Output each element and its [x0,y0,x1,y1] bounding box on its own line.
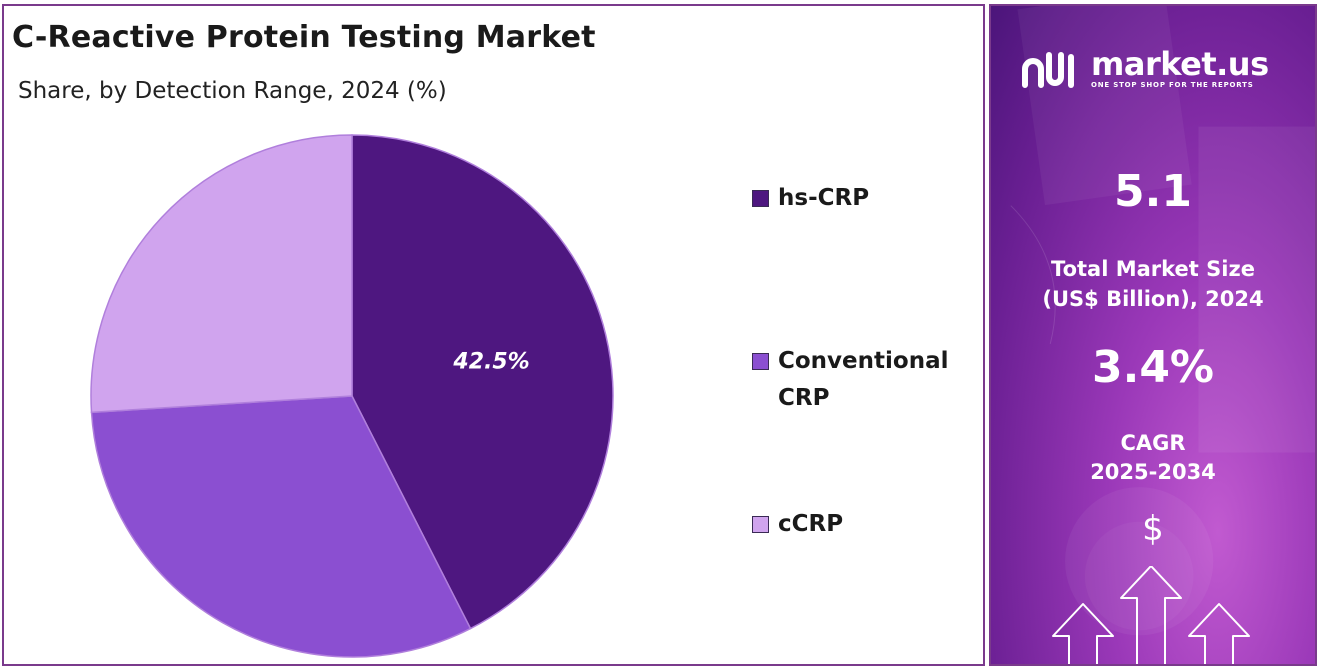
pie-slice-conventional-crp [90,395,472,658]
legend-item-conventional-crp: Conventional CRP [752,347,982,417]
cagr-label-line1: CAGR [1120,431,1186,455]
market-size-label-line1: Total Market Size [1051,257,1255,281]
legend-swatch-ccrp [752,516,769,533]
up-arrows-icon [1052,566,1250,664]
pie-slice-hs-crp [351,134,614,630]
legend-item-ccrp: cCRP [752,510,982,543]
pie-slice-ccrp [90,134,353,414]
chart-title: C-Reactive Protein Testing Market [12,20,596,55]
brand-tagline: ONE STOP SHOP FOR THE REPORTS [1091,81,1254,89]
cagr-label-line2: 2025-2034 [1090,460,1216,484]
pie-chart: 42.5% [90,134,614,658]
brand-logo: market.us ONE STOP SHOP FOR THE REPORTS [1021,48,1269,89]
legend-swatch-conventional-crp [752,353,769,370]
market-size-label-line2: (US$ Billion), 2024 [1042,287,1264,311]
cagr-value: 3.4% [1091,342,1215,393]
summary-panel: market.us ONE STOP SHOP FOR THE REPORTS … [989,4,1317,666]
legend-swatch-hs-crp [752,190,769,207]
market-us-logo-icon [1022,51,1074,88]
brand-name: market.us [1091,45,1269,83]
legend-label: hs-CRP [778,185,870,211]
chart-panel: C-Reactive Protein Testing Market Share,… [2,4,985,666]
market-size-value: 5.1 [1114,166,1192,217]
chart-subtitle: Share, by Detection Range, 2024 (%) [18,78,447,104]
dollar-icon: $ [1142,509,1164,549]
legend-item-hs-crp: hs-CRP [752,184,982,217]
pie-data-label: 42.5% [452,349,529,374]
legend-label: cCRP [778,511,844,537]
legend-label: Conventional CRP [778,348,949,411]
